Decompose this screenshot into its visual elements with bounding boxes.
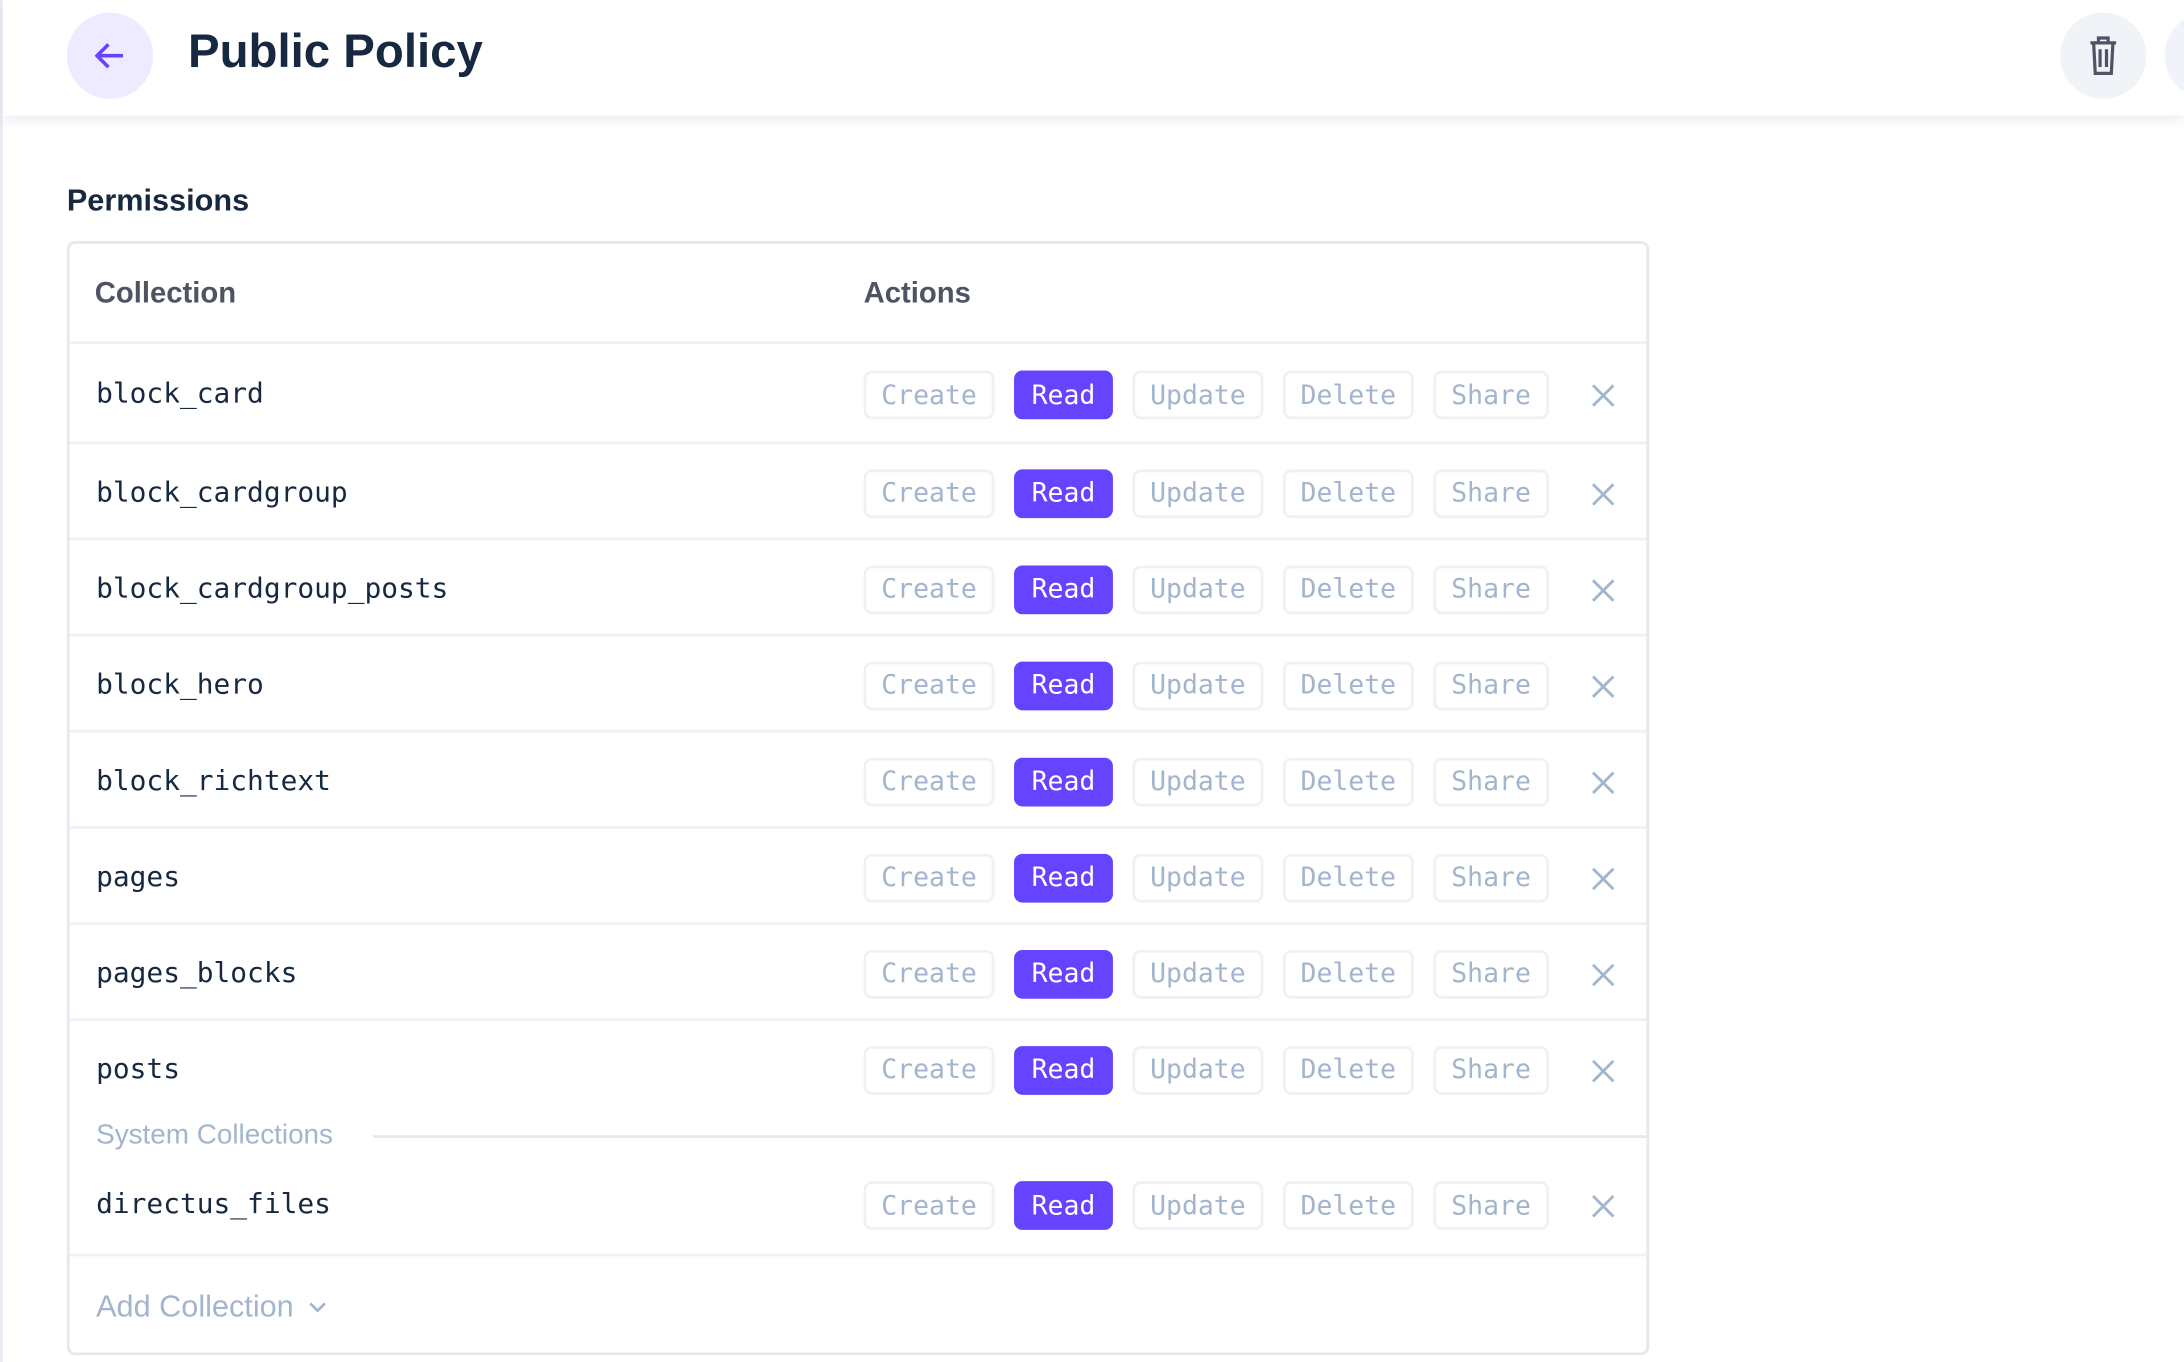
collection-name: block_richtext bbox=[96, 762, 331, 797]
back-button[interactable] bbox=[66, 12, 154, 99]
header-action-button[interactable] bbox=[2164, 12, 2184, 99]
table-row: directus_files Create Read Update Delete Shar… bbox=[70, 1156, 1647, 1254]
permission-toggle-share[interactable]: Share bbox=[1433, 1045, 1549, 1095]
permission-toggle-update[interactable]: Update bbox=[1132, 468, 1264, 518]
remove-icon[interactable] bbox=[1588, 1055, 1619, 1086]
permission-toggle-share[interactable]: Share bbox=[1433, 757, 1549, 806]
trash-icon bbox=[2090, 36, 2117, 76]
permission-toggle-create[interactable]: Create bbox=[863, 949, 995, 999]
table-row: block_card Create Read Update Delete Share bbox=[69, 341, 1647, 444]
permissions-table: Collection Actions System Collections Ad… bbox=[66, 240, 1650, 1356]
remove-icon[interactable] bbox=[1588, 767, 1619, 798]
permission-toggle-delete[interactable]: Delete bbox=[1282, 1181, 1414, 1230]
permission-toggle-read[interactable]: Read bbox=[1014, 1181, 1113, 1230]
section-title: Permissions bbox=[66, 182, 250, 218]
permission-toggle-update[interactable]: Update bbox=[1132, 564, 1264, 614]
permission-toggle-share[interactable]: Share bbox=[1433, 1181, 1549, 1230]
permission-toggle-delete[interactable]: Delete bbox=[1282, 564, 1414, 614]
column-header-collection: Collection bbox=[94, 277, 237, 310]
permission-toggle-read[interactable]: Read bbox=[1014, 853, 1113, 902]
permission-toggle-delete[interactable]: Delete bbox=[1282, 660, 1414, 710]
permission-toggle-create[interactable]: Create bbox=[863, 1045, 995, 1095]
chevron-down-icon bbox=[309, 1302, 326, 1313]
permission-toggle-update[interactable]: Update bbox=[1132, 949, 1264, 999]
permission-toggle-share[interactable]: Share bbox=[1433, 564, 1549, 614]
permission-toggle-read[interactable]: Read bbox=[1014, 757, 1113, 806]
permission-toggle-delete[interactable]: Delete bbox=[1282, 370, 1414, 420]
permission-toggle-delete[interactable]: Delete bbox=[1282, 1045, 1414, 1095]
remove-icon[interactable] bbox=[1588, 671, 1619, 702]
remove-icon[interactable] bbox=[1588, 1191, 1619, 1222]
permission-toggle-update[interactable]: Update bbox=[1132, 853, 1264, 902]
add-collection-label: Add Collection bbox=[96, 1288, 294, 1324]
permission-toggle-create[interactable]: Create bbox=[863, 370, 995, 420]
permission-toggle-delete[interactable]: Delete bbox=[1282, 949, 1414, 999]
table-row: block_hero Create Read Update Delete Share bbox=[69, 633, 1647, 733]
delete-button[interactable] bbox=[2060, 12, 2147, 99]
permission-toggle-create[interactable]: Create bbox=[863, 564, 995, 614]
remove-icon[interactable] bbox=[1588, 575, 1619, 606]
divider bbox=[373, 1135, 1647, 1138]
remove-icon[interactable] bbox=[1588, 863, 1619, 894]
remove-icon[interactable] bbox=[1588, 380, 1619, 411]
collection-name: pages bbox=[96, 858, 180, 893]
permission-toggle-read[interactable]: Read bbox=[1014, 468, 1113, 518]
page-title: Public Policy bbox=[188, 25, 483, 79]
sidebar-edge bbox=[0, 0, 3, 1362]
collection-name: block_cardgroup_posts bbox=[96, 570, 449, 604]
permission-toggle-create[interactable]: Create bbox=[863, 468, 995, 518]
table-row: pages Create Read Update Delete Share bbox=[69, 825, 1647, 925]
permission-toggle-update[interactable]: Update bbox=[1132, 1181, 1264, 1230]
add-collection-row bbox=[69, 1253, 1647, 1354]
permission-toggle-delete[interactable]: Delete bbox=[1282, 757, 1414, 806]
permission-toggle-create[interactable]: Create bbox=[863, 757, 995, 806]
remove-icon[interactable] bbox=[1588, 959, 1619, 990]
permission-toggle-read[interactable]: Read bbox=[1014, 660, 1113, 710]
permission-toggle-create[interactable]: Create bbox=[863, 660, 995, 710]
permission-toggle-update[interactable]: Update bbox=[1132, 370, 1264, 420]
permission-toggle-read[interactable]: Read bbox=[1014, 949, 1113, 999]
collection-name: directus_files bbox=[96, 1186, 331, 1221]
permission-toggle-create[interactable]: Create bbox=[863, 853, 995, 902]
permission-toggle-share[interactable]: Share bbox=[1433, 853, 1549, 902]
permission-toggle-update[interactable]: Update bbox=[1132, 660, 1264, 710]
permission-toggle-share[interactable]: Share bbox=[1433, 660, 1549, 710]
permission-toggle-read[interactable]: Read bbox=[1014, 1045, 1113, 1095]
permission-toggle-update[interactable]: Update bbox=[1132, 1045, 1264, 1095]
add-collection-button[interactable]: Add Collection bbox=[96, 1288, 330, 1324]
collection-name: block_hero bbox=[96, 666, 264, 700]
table-row: posts Create Read Update Delete Share bbox=[69, 1018, 1647, 1117]
collection-name: block_card bbox=[96, 376, 264, 410]
table-row: block_cardgroup Create Read Update Delete Sha… bbox=[69, 441, 1647, 541]
column-header-actions: Actions bbox=[863, 277, 971, 310]
permission-toggle-read[interactable]: Read bbox=[1014, 370, 1113, 420]
system-collections-label: System Collections bbox=[96, 1119, 333, 1151]
remove-icon[interactable] bbox=[1588, 478, 1619, 509]
permission-toggle-share[interactable]: Share bbox=[1433, 949, 1549, 999]
table-row: pages_blocks Create Read Update Delete Share bbox=[69, 922, 1647, 1021]
arrow-left-icon bbox=[94, 43, 124, 69]
collection-name: pages_blocks bbox=[96, 954, 298, 989]
page-header: Public Policy bbox=[2, 0, 2184, 116]
collection-name: posts bbox=[96, 1050, 180, 1085]
permission-toggle-share[interactable]: Share bbox=[1433, 468, 1549, 518]
permission-toggle-delete[interactable]: Delete bbox=[1282, 468, 1414, 518]
permission-toggle-share[interactable]: Share bbox=[1433, 370, 1549, 420]
permission-toggle-delete[interactable]: Delete bbox=[1282, 853, 1414, 902]
table-row: block_richtext Create Read Update Delete Shar… bbox=[69, 729, 1647, 829]
collection-name: block_cardgroup bbox=[96, 474, 348, 508]
table-row: block_cardgroup_posts Create Read Update Del… bbox=[69, 537, 1647, 637]
permission-toggle-update[interactable]: Update bbox=[1132, 757, 1264, 806]
permission-toggle-create[interactable]: Create bbox=[863, 1181, 995, 1230]
permission-toggle-read[interactable]: Read bbox=[1014, 564, 1113, 614]
